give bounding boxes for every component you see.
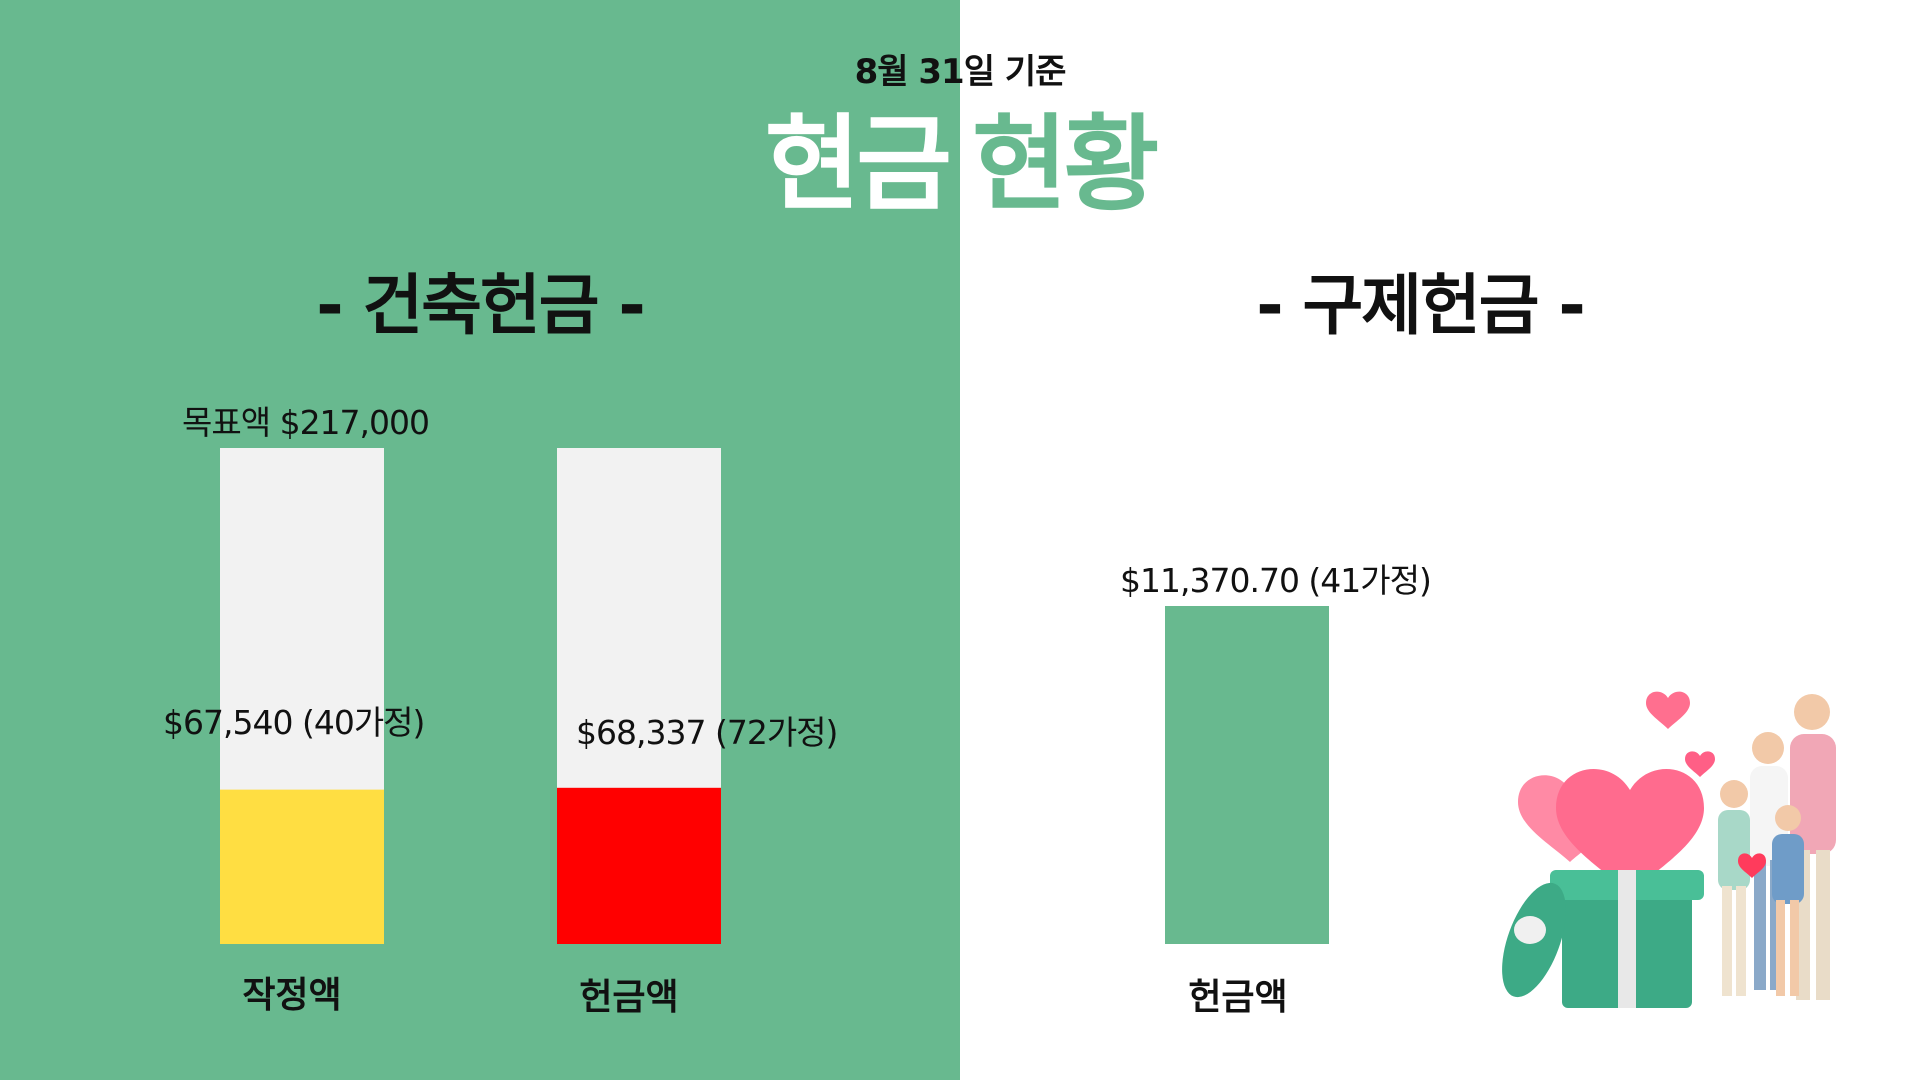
value-bar: [220, 789, 384, 944]
donated-value-label: $68,337 (72가정): [576, 713, 838, 752]
building-fund-heading: - 건축헌금 -: [316, 267, 646, 344]
donated-category-label: 헌금액: [579, 977, 679, 1018]
pledged-category-label: 작정액: [242, 975, 342, 1016]
title-part-1: 현금: [764, 103, 952, 225]
relief-value-bar: [1165, 606, 1329, 944]
title-part-2: 현황: [972, 103, 1159, 225]
page-title: 현금 현황: [0, 104, 1920, 224]
left-green-panel: [0, 0, 960, 1080]
pledged-value-label: $67,540 (40가정): [163, 703, 425, 742]
relief-fund-heading: - 구제헌금 -: [1256, 267, 1586, 344]
target-label: 목표액 $217,000: [182, 403, 430, 442]
relief-value-label: $11,370.70 (41가정): [1120, 561, 1432, 600]
date-subtitle: 8월 31일 기준: [854, 52, 1067, 92]
relief-category-label: 헌금액: [1188, 977, 1288, 1018]
value-bar: [557, 787, 721, 944]
family-gift-hearts-illustration: [1502, 691, 1836, 1008]
